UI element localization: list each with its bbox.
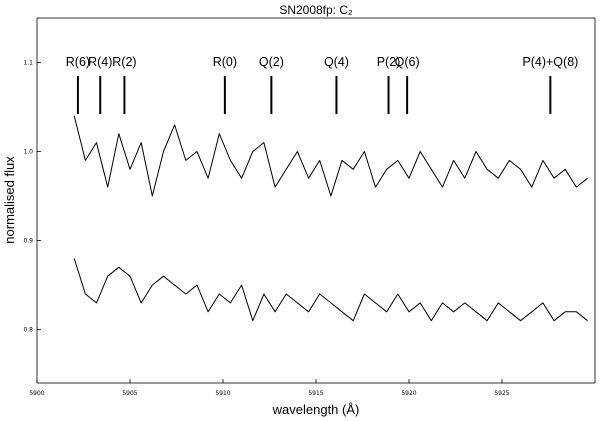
line-marker-label: P(4)+Q(8) <box>522 55 578 69</box>
series-line-2 <box>73 258 588 322</box>
line-marker-label: Q(4) <box>324 55 349 69</box>
y-tick-label: 0.8 <box>23 327 33 334</box>
line-marker-label: R(6) <box>66 55 90 69</box>
y-tick-label: 1.0 <box>23 149 33 156</box>
x-tick-label: 5920 <box>401 390 416 397</box>
line-marker-label: R(2) <box>112 55 136 69</box>
y-axis-title: normalised flux <box>2 156 17 244</box>
x-tick-label: 5905 <box>122 390 137 397</box>
y-tick-label: 1.1 <box>23 60 33 67</box>
x-tick-label: 5910 <box>215 390 230 397</box>
line-marker-label: R(0) <box>213 55 237 69</box>
line-marker-label: P(2) <box>377 55 401 69</box>
plot-frame <box>36 17 596 384</box>
y-tick-label: 0.9 <box>23 238 33 245</box>
line-marker-label: Q(2) <box>259 55 284 69</box>
line-marker-label: Q(6) <box>395 55 420 69</box>
x-tick-label: 5915 <box>308 390 323 397</box>
series-line-1 <box>73 115 588 197</box>
chart-title: SN2008fp: C₂ <box>279 3 353 17</box>
x-axis-title: wavelength (Å) <box>272 402 360 417</box>
x-tick-label: 5925 <box>494 390 509 397</box>
x-tick-label: 5900 <box>29 390 44 397</box>
line-marker-label: R(4) <box>88 55 112 69</box>
